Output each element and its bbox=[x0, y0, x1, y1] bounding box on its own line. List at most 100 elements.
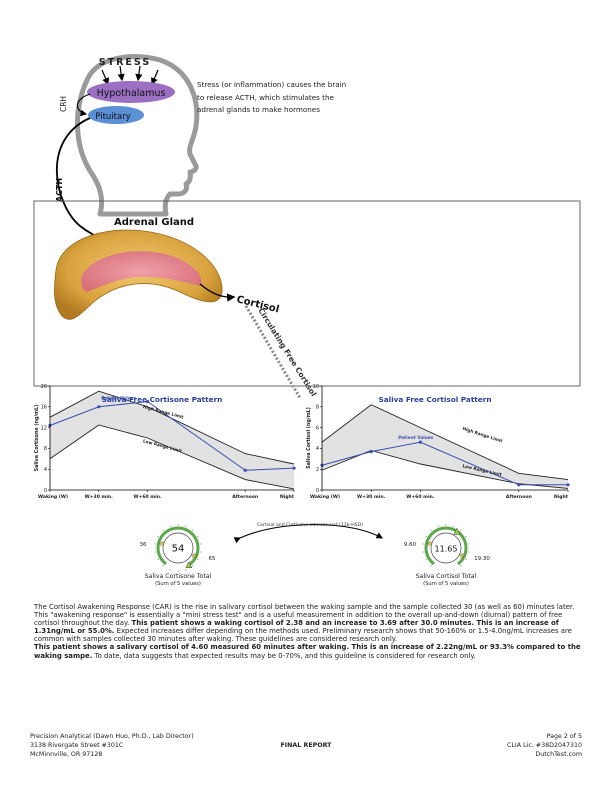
crh-arrow bbox=[76, 93, 91, 117]
site-link[interactable]: DutchTest.com bbox=[535, 751, 582, 758]
series-label: Patient Values bbox=[101, 396, 136, 402]
cortisone-total-gauge: 54 ★ ★ 36 65 Saliva Cortisone Total(Sum of 5 … bbox=[140, 524, 216, 587]
car-waking-result: This patient shows a waking cortisol of … bbox=[34, 619, 559, 636]
car-paragraph-2: This patient shows a salivary cortisol o… bbox=[34, 643, 582, 659]
gauge-tick bbox=[169, 525, 171, 528]
gauge-tick bbox=[430, 564, 433, 567]
y-tick-label: 6 bbox=[316, 425, 319, 431]
gauge-tick bbox=[191, 529, 194, 532]
patient-point bbox=[97, 405, 101, 409]
hypothalamus-shape bbox=[87, 81, 175, 103]
gauge-low-label: 36 bbox=[140, 542, 147, 548]
cortisol-total-gauge: 11.65★ ★ 9.60 19.30 Saliva Cortisol Total(Su… bbox=[404, 524, 490, 587]
y-tick-label: 4 bbox=[316, 446, 319, 452]
adrenal-label: Adrenal Gland bbox=[114, 217, 194, 228]
adrenal-gland-illustration bbox=[53, 229, 223, 320]
high-range-line bbox=[49, 390, 295, 465]
high-range-line bbox=[321, 404, 569, 481]
y-tick-label: 20 bbox=[41, 384, 47, 390]
x-tick-label: W+30 min. bbox=[85, 494, 114, 500]
acth-label: ACTH bbox=[55, 178, 64, 202]
y-axis-label: Saliva Cortisol (ng/mL) bbox=[306, 407, 312, 469]
gauge-tick bbox=[437, 525, 439, 528]
y-tick-label: 4 bbox=[44, 467, 47, 473]
gauge-center bbox=[430, 532, 462, 564]
gauge-center bbox=[162, 532, 194, 564]
clia-license: CLIA Lic. #38D2047310 bbox=[507, 742, 582, 749]
gauge-high-label: 19.30 bbox=[474, 556, 490, 562]
page-number: Page 2 of 5 bbox=[546, 733, 582, 740]
circulating-path bbox=[244, 305, 302, 399]
gauge-tick bbox=[453, 525, 455, 528]
gauge-value: 11.65 bbox=[435, 545, 458, 554]
gauge-tick bbox=[162, 529, 165, 532]
circulating-label: Circulating Free Cortisol bbox=[256, 306, 318, 398]
low-range-line bbox=[321, 450, 569, 489]
gauge-value: 54 bbox=[172, 544, 185, 555]
gauge-tick bbox=[425, 535, 428, 538]
y-tick-label: 12 bbox=[41, 425, 47, 431]
car-60min-result: This patient shows a salivary cortisol o… bbox=[34, 643, 581, 660]
patient-point bbox=[243, 468, 247, 472]
cortisone-pattern-chart: 0 4 8 12 16 20 Waking (W) W+30 min. W+60 min. Aft… bbox=[34, 384, 296, 500]
x-tick-label: W+30 min. bbox=[357, 494, 386, 500]
patient-point bbox=[292, 466, 296, 470]
hpa-diagram: STRESS Hypothalamus Pituitary CRH ACTH A… bbox=[33, 54, 581, 587]
patient-point bbox=[369, 450, 373, 454]
x-tick-label: Waking (W) bbox=[38, 494, 68, 500]
gauge-sublabel: (Sum of 5 values) bbox=[155, 581, 201, 587]
patient-point bbox=[146, 400, 150, 404]
x-tick-label: W+60 min. bbox=[406, 494, 435, 500]
low-range-line bbox=[49, 424, 295, 490]
x-tick-label: Afternoon bbox=[232, 494, 258, 500]
stress-label: STRESS bbox=[99, 57, 151, 68]
footer-lab-info: Precision Analytical (Dawn Huo, Ph.D., L… bbox=[30, 732, 194, 759]
cortisol-pattern-chart: 0 2 4 6 8 10 Waking (W) W+30 min. W+60 min. After… bbox=[306, 384, 570, 500]
gauge-low-label: 9.60 bbox=[404, 542, 417, 548]
star-icon: ★ bbox=[459, 552, 465, 560]
series-label: High Range Limit bbox=[462, 426, 503, 445]
star-icon: ★ bbox=[159, 540, 165, 548]
car-60min-guideline: To date, data suggests that expected res… bbox=[94, 651, 476, 660]
gauge-tick bbox=[430, 529, 433, 532]
cortisol-arrow bbox=[199, 283, 236, 302]
car-intro-text: The Cortisol Awakening Response (CAR) is… bbox=[34, 603, 575, 628]
patient-point bbox=[418, 440, 422, 444]
stress-description: Stress (or inflammation) causes the brai… bbox=[197, 80, 347, 115]
star-icon: ★ bbox=[427, 540, 433, 548]
gauge-label: Saliva Cortisol Total bbox=[416, 573, 477, 580]
car-guideline-text: Expected increases differ depending on t… bbox=[34, 627, 572, 644]
gauge-tick bbox=[185, 525, 187, 528]
y-tick-label: 0 bbox=[44, 488, 47, 494]
x-tick-label: W+60 min. bbox=[133, 494, 162, 500]
y-tick-label: 8 bbox=[44, 446, 47, 452]
y-axis-label: Saliva Cortisone (ng/mL) bbox=[34, 405, 40, 472]
y-tick-label: 16 bbox=[41, 405, 47, 411]
range-band bbox=[50, 391, 294, 489]
gauge-tick bbox=[459, 564, 462, 567]
gauge-sublabel: (Sum of 5 values) bbox=[423, 581, 469, 587]
lab-address-2: McMinnville, OR 97128 bbox=[30, 751, 103, 758]
star-icon: ★ bbox=[191, 552, 197, 560]
final-report-label: FINAL REPORT bbox=[280, 742, 332, 749]
crh-label: CRH bbox=[59, 96, 68, 112]
y-tick-label: 2 bbox=[316, 467, 319, 473]
interconversion-arrow: Cortisol and Cortisone interconvert (11b… bbox=[233, 522, 383, 544]
series-label: Patient Values bbox=[398, 435, 433, 441]
lab-address-1: 3138 Rivergate Street #301C bbox=[30, 742, 124, 749]
x-tick-label: Waking (W) bbox=[310, 494, 340, 500]
stress-arrows bbox=[101, 65, 159, 86]
gauge-marker bbox=[185, 561, 193, 569]
patient-point bbox=[566, 483, 570, 487]
y-tick-label: 0 bbox=[316, 488, 319, 494]
car-paragraph-1: The Cortisol Awakening Response (CAR) is… bbox=[34, 603, 582, 643]
patient-point bbox=[517, 483, 521, 487]
gauge-high-label: 65 bbox=[209, 556, 216, 562]
pituitary-label: Pituitary bbox=[95, 112, 130, 122]
pituitary-shape bbox=[88, 106, 144, 124]
gauge-marker bbox=[453, 527, 461, 535]
lab-name: Precision Analytical (Dawn Huo, Ph.D., L… bbox=[30, 733, 194, 740]
interconversion-label: Cortisol and Cortisone interconvert (11b… bbox=[257, 522, 363, 528]
gauge-tick bbox=[162, 564, 165, 567]
gauge-tick bbox=[425, 558, 428, 561]
